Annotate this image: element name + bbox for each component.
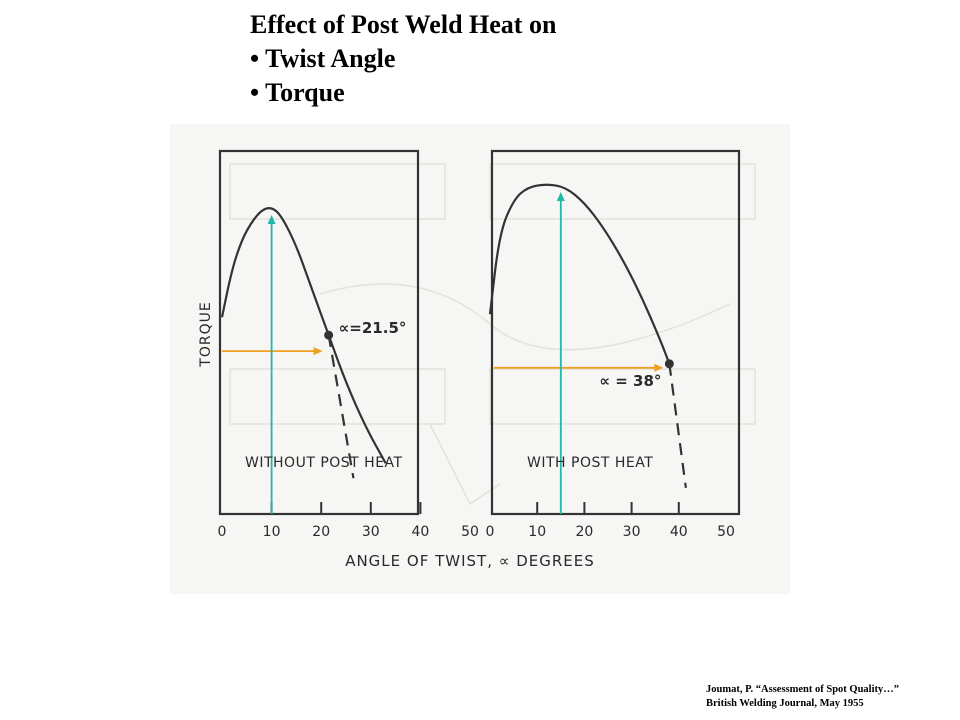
y-axis-label-left: TORQUE	[198, 301, 214, 367]
twist-angle-arrowhead	[313, 347, 323, 356]
peak-torque-arrowhead	[556, 192, 565, 201]
failure-point	[664, 359, 674, 369]
x-tick-label: 30	[623, 524, 641, 540]
x-tick-label: 20	[575, 524, 593, 540]
x-tick-label: 10	[528, 524, 546, 540]
citation-line-1: Joumat, P. “Assessment of Spot Quality…”	[706, 684, 899, 695]
panel-frame	[218, 149, 420, 516]
scan-ghost-marks	[229, 163, 756, 506]
bullet-torque: • Torque	[250, 78, 345, 107]
extrapolation-dashed-line	[327, 334, 355, 479]
peak-torque-arrowhead	[267, 214, 276, 224]
panel-caption: WITHOUT POST HEAT	[245, 455, 403, 471]
panel-caption: WITH POST HEAT	[527, 455, 653, 471]
x-tick-label: 50	[717, 524, 735, 540]
x-tick-label: 20	[312, 524, 330, 540]
chart-panel-left: 0 10 20 30 40 50 ∝=21.5° WITHOUT POST HEAT	[218, 149, 479, 540]
torque-twist-charts: TORQUE ANGLE OF TWIST, ∝ DEGREES 0 10 20 30…	[198, 149, 756, 570]
panel-frame	[490, 149, 741, 516]
failure-point	[324, 330, 334, 340]
extrapolation-dashed-line	[668, 363, 687, 488]
x-tick-label: 0	[218, 524, 227, 540]
x-tick-label: 40	[411, 524, 429, 540]
failure-angle-label: ∝ = 38°	[599, 372, 661, 390]
x-tick-label: 30	[362, 524, 380, 540]
x-axis-label: ANGLE OF TWIST, ∝ DEGREES	[345, 552, 595, 570]
chart-panel-right: 0 10 20 30 40 50 ∝ = 38° WITH POST HEAT	[486, 149, 741, 540]
x-tick-label: 0	[486, 524, 495, 540]
x-tick-label: 40	[670, 524, 688, 540]
torque-curve	[220, 207, 387, 464]
torque-curve	[488, 183, 671, 365]
slide-title: Effect of Post Weld Heat on	[250, 10, 557, 39]
citation: Joumat, P. “Assessment of Spot Quality…”…	[706, 683, 899, 711]
bullet-twist-angle: • Twist Angle	[250, 44, 396, 73]
twist-angle-arrowhead	[654, 363, 664, 372]
slide-title-block: Effect of Post Weld Heat on • Twist Angl…	[250, 8, 556, 110]
scanned-figure: TORQUE ANGLE OF TWIST, ∝ DEGREES 0 10 20 30…	[170, 124, 790, 594]
x-tick-label: 10	[263, 524, 281, 540]
citation-line-2: British Welding Journal, May 1955	[706, 698, 864, 709]
failure-angle-label: ∝=21.5°	[339, 319, 407, 337]
x-tick-label: 50	[461, 524, 479, 540]
